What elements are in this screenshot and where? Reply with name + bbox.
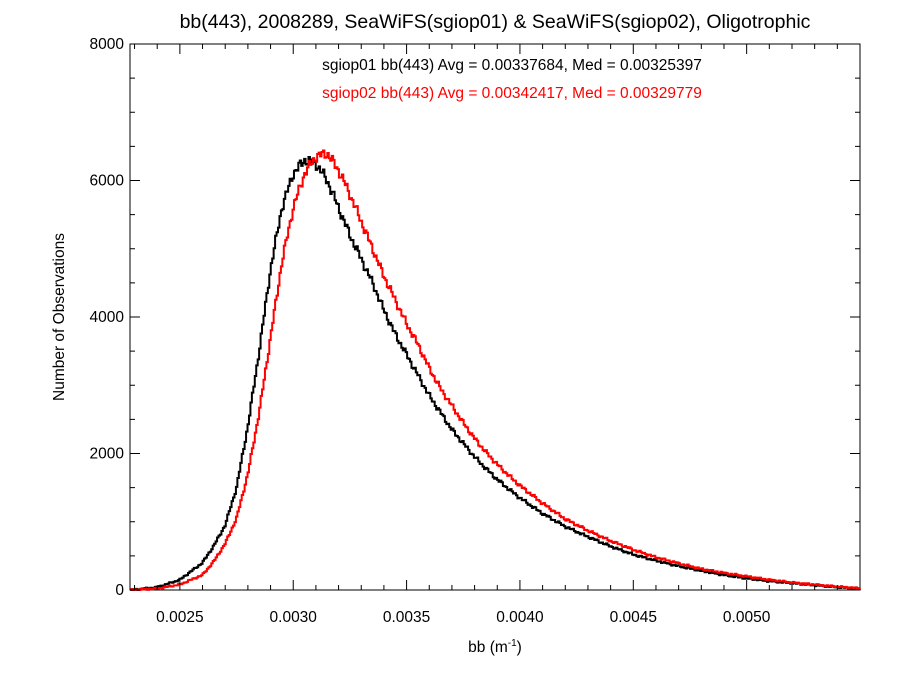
x-axis-label-sup: -1: [508, 638, 517, 649]
histogram-series-2: [130, 149, 861, 591]
annotation-sgiop02: sgiop02 bb(443) Avg = 0.00342417, Med = …: [322, 85, 702, 102]
series-layer: [130, 149, 861, 591]
histogram-series-1: [130, 155, 861, 591]
x-tick-label: 0.0040: [496, 609, 544, 626]
y-tick-label: 4000: [90, 309, 125, 326]
x-tick-label: 0.0045: [610, 609, 657, 626]
x-tick-label: 0.0050: [723, 609, 771, 626]
x-tick-label: 0.0025: [156, 609, 203, 626]
y-tick-label: 6000: [90, 173, 125, 190]
y-tick-label: 0: [115, 582, 124, 599]
x-tick-label: 0.0030: [270, 609, 318, 626]
x-axis-label: bb (m-1): [468, 638, 522, 656]
annotation-sgiop01: sgiop01 bb(443) Avg = 0.00337684, Med = …: [322, 57, 702, 74]
x-tick-label: 0.0035: [383, 609, 430, 626]
plot-area: 0.0025 0.0030 0.0035 0.0040 0.0045 0.0050 0 200…: [90, 36, 861, 626]
ticks-layer: 0.0025 0.0030 0.0035 0.0040 0.0045 0.0050 0 200…: [90, 36, 860, 626]
y-tick-label: 8000: [90, 36, 125, 53]
x-axis-label-main: bb (m: [468, 639, 508, 656]
chart-title: bb(443), 2008289, SeaWiFS(sgiop01) & Sea…: [180, 11, 811, 33]
y-tick-label: 2000: [90, 446, 125, 463]
x-axis-label-close: ): [517, 639, 522, 656]
y-axis-label: Number of Observations: [51, 233, 68, 401]
